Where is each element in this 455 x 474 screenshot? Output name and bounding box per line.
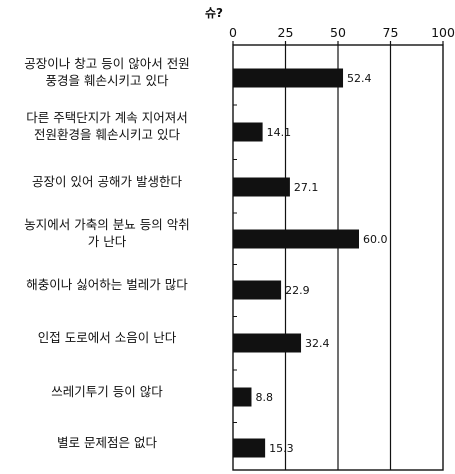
category-label: 별로 문제점은 없다 [57,434,157,450]
value-label: 8.8 [255,391,272,404]
x-tick-label: 25 [278,25,294,40]
bar [233,280,282,300]
x-tick-label: 75 [383,25,399,40]
category-label: 인접 도로에서 소음이 난다 [37,329,177,345]
category-label: 다른 주택단지가 계속 지어져서 전원환경을 훼손시키고 있다 [26,110,188,142]
category-label: 해충이나 싫어하는 벌레가 많다 [26,276,188,292]
bar [233,438,266,458]
bar [233,122,263,142]
bar [233,229,359,249]
value-label: 22.9 [285,284,310,297]
x-tick-label: 100 [431,25,455,40]
value-label: 15.3 [269,442,294,455]
axis-layer: 0 25 50 75 100 [229,25,455,471]
category-label: 농지에서 가축의 분뇨 등의 악취 가 난다 [24,217,190,249]
bar-layer [233,68,359,458]
grid-layer [284,45,392,470]
unit-label: 슈? [205,6,224,20]
value-label: 27.1 [294,181,319,194]
x-tick-label: 0 [229,25,237,40]
bar [233,177,290,197]
x-tick-label: 50 [330,25,346,40]
value-label: 52.4 [347,72,372,85]
category-label: 공장이 있어 공해가 발생한다 [32,173,182,189]
value-label: 32.4 [305,337,330,350]
bar [233,68,344,88]
value-label: 14.1 [267,126,292,139]
category-label: 쓰레기투기 등이 않다 [51,383,163,399]
category-label: 공장이나 창고 등이 않아서 전원 풍경을 훼손시키고 있다 [24,56,190,88]
value-label: 60.0 [363,233,388,246]
bar [233,387,252,407]
bar [233,333,302,353]
value-label-layer: 52.4 14.1 27.1 60.0 22.9 32.4 8.8 15.3 [255,72,387,455]
